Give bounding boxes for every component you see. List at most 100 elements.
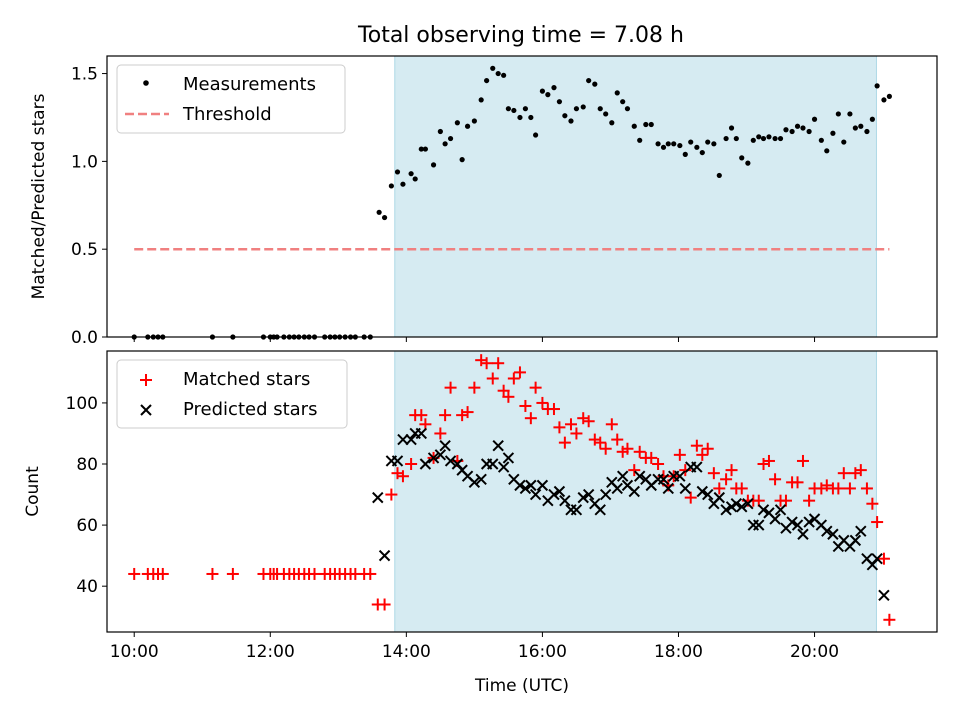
measurement-point: [388, 183, 394, 189]
predicted-star-point: [821, 525, 833, 537]
predicted-star-point: [827, 528, 839, 540]
measurement-point: [671, 141, 677, 147]
matched-star-point: [547, 403, 560, 416]
measurement-point: [412, 176, 418, 182]
matched-star-point: [832, 482, 845, 495]
predicted-star-point: [502, 452, 515, 464]
matched-star-point: [843, 482, 856, 495]
predicted-star-point: [769, 513, 781, 525]
matched-star-point: [553, 421, 566, 434]
matched-star-point: [690, 439, 703, 452]
measurement-point: [789, 128, 795, 135]
measurement-point: [835, 111, 841, 117]
measurement-point: [772, 135, 778, 142]
measurement-point: [728, 125, 735, 131]
matched-star-point: [803, 494, 816, 507]
predicted-star-point: [662, 482, 674, 495]
measurement-point: [733, 135, 739, 142]
matched-star-point: [439, 409, 452, 422]
measurement-point: [750, 137, 756, 143]
measurement-point: [886, 93, 892, 99]
matched-star-point: [679, 464, 692, 477]
matched-star-point: [860, 482, 873, 495]
predicted-star-point: [570, 504, 583, 516]
bottom-points: [128, 354, 896, 626]
matched-star-point: [480, 357, 493, 370]
predicted-star-point: [730, 498, 743, 510]
predicted-star-point: [553, 485, 566, 498]
matched-star-point: [837, 467, 850, 480]
matched-star-point: [652, 458, 665, 471]
predicted-star-point: [577, 491, 589, 504]
matched-star-point: [791, 476, 804, 489]
matched-star-point: [769, 473, 782, 486]
measurement-point: [447, 135, 454, 142]
predicted-star-point: [419, 458, 432, 470]
predicted-star-point: [475, 473, 487, 485]
predicted-star-point: [497, 461, 510, 473]
predicted-star-point: [849, 534, 862, 547]
matched-star-point: [762, 454, 775, 467]
predicted-star-point: [713, 491, 726, 504]
predicted-star-point: [742, 498, 754, 510]
measurement-point: [609, 120, 615, 126]
matched-star-point: [854, 464, 867, 477]
measurement-point: [677, 142, 683, 149]
predicted-star-point: [444, 455, 457, 467]
matched-star-point: [796, 454, 809, 467]
measurement-point: [869, 116, 875, 122]
matched-star-point: [529, 381, 542, 394]
measurement-point: [864, 128, 870, 135]
predicted-star-point: [657, 473, 670, 485]
legend-threshold-label: Threshold: [182, 104, 272, 125]
matched-star-point: [502, 390, 515, 403]
measurement-point: [394, 169, 401, 175]
measurement-point: [682, 151, 688, 157]
y-tick-label: 1.0: [71, 152, 98, 172]
top-observing-window: [394, 55, 877, 338]
measurement-point: [694, 144, 700, 150]
matched-star-point: [628, 464, 641, 477]
predicted-star-point: [427, 452, 440, 464]
legend-predicted-label: Predicted stars: [183, 399, 317, 420]
predicted-star-point: [594, 504, 606, 516]
measurement-point: [597, 106, 603, 112]
matched-star-point: [524, 412, 537, 425]
matched-star-point: [720, 473, 733, 486]
predicted-star-point: [797, 528, 809, 540]
predicted-star-point: [774, 504, 787, 516]
top-y-axis-label: Matched/Predicted stars: [29, 93, 49, 299]
legend-matched-label: Matched stars: [183, 369, 310, 390]
matched-star-point: [486, 372, 499, 385]
measurement-point: [442, 141, 448, 147]
predicted-star-point: [871, 552, 883, 565]
top-legend: Measurements Threshold: [116, 64, 346, 134]
measurement-point: [490, 65, 496, 71]
legend-measurements-marker: [143, 80, 149, 86]
matched-star-point: [707, 467, 720, 480]
measurement-point: [830, 130, 836, 136]
matched-star-point: [536, 396, 549, 409]
matched-star-point: [558, 436, 571, 449]
measurement-point: [858, 123, 864, 129]
y-tick-label: 0.0: [71, 328, 98, 348]
x-tick-label: 10:00: [110, 642, 159, 662]
predicted-star-point: [674, 470, 686, 482]
measurement-point: [517, 114, 523, 121]
measurement-point: [643, 121, 649, 128]
predicted-star-point: [628, 485, 640, 498]
matched-star-point: [877, 552, 890, 565]
measurement-point: [739, 155, 745, 161]
bottom-axes-frame: [106, 350, 938, 633]
matched-star-point: [582, 415, 595, 428]
measurement-point: [459, 157, 465, 163]
matched-star-point: [594, 436, 607, 449]
measurement-point: [818, 137, 824, 143]
matched-star-point: [673, 448, 686, 461]
matched-star-point: [128, 567, 141, 580]
y-tick-label: 0.5: [71, 240, 98, 260]
top-panel: 0.0 0.5 1.0 1.5 Matched/Predicted stars Mea…: [29, 55, 938, 348]
measurement-point: [484, 77, 490, 84]
y-tick-label: 40: [76, 577, 98, 597]
predicted-star-point: [757, 504, 770, 516]
